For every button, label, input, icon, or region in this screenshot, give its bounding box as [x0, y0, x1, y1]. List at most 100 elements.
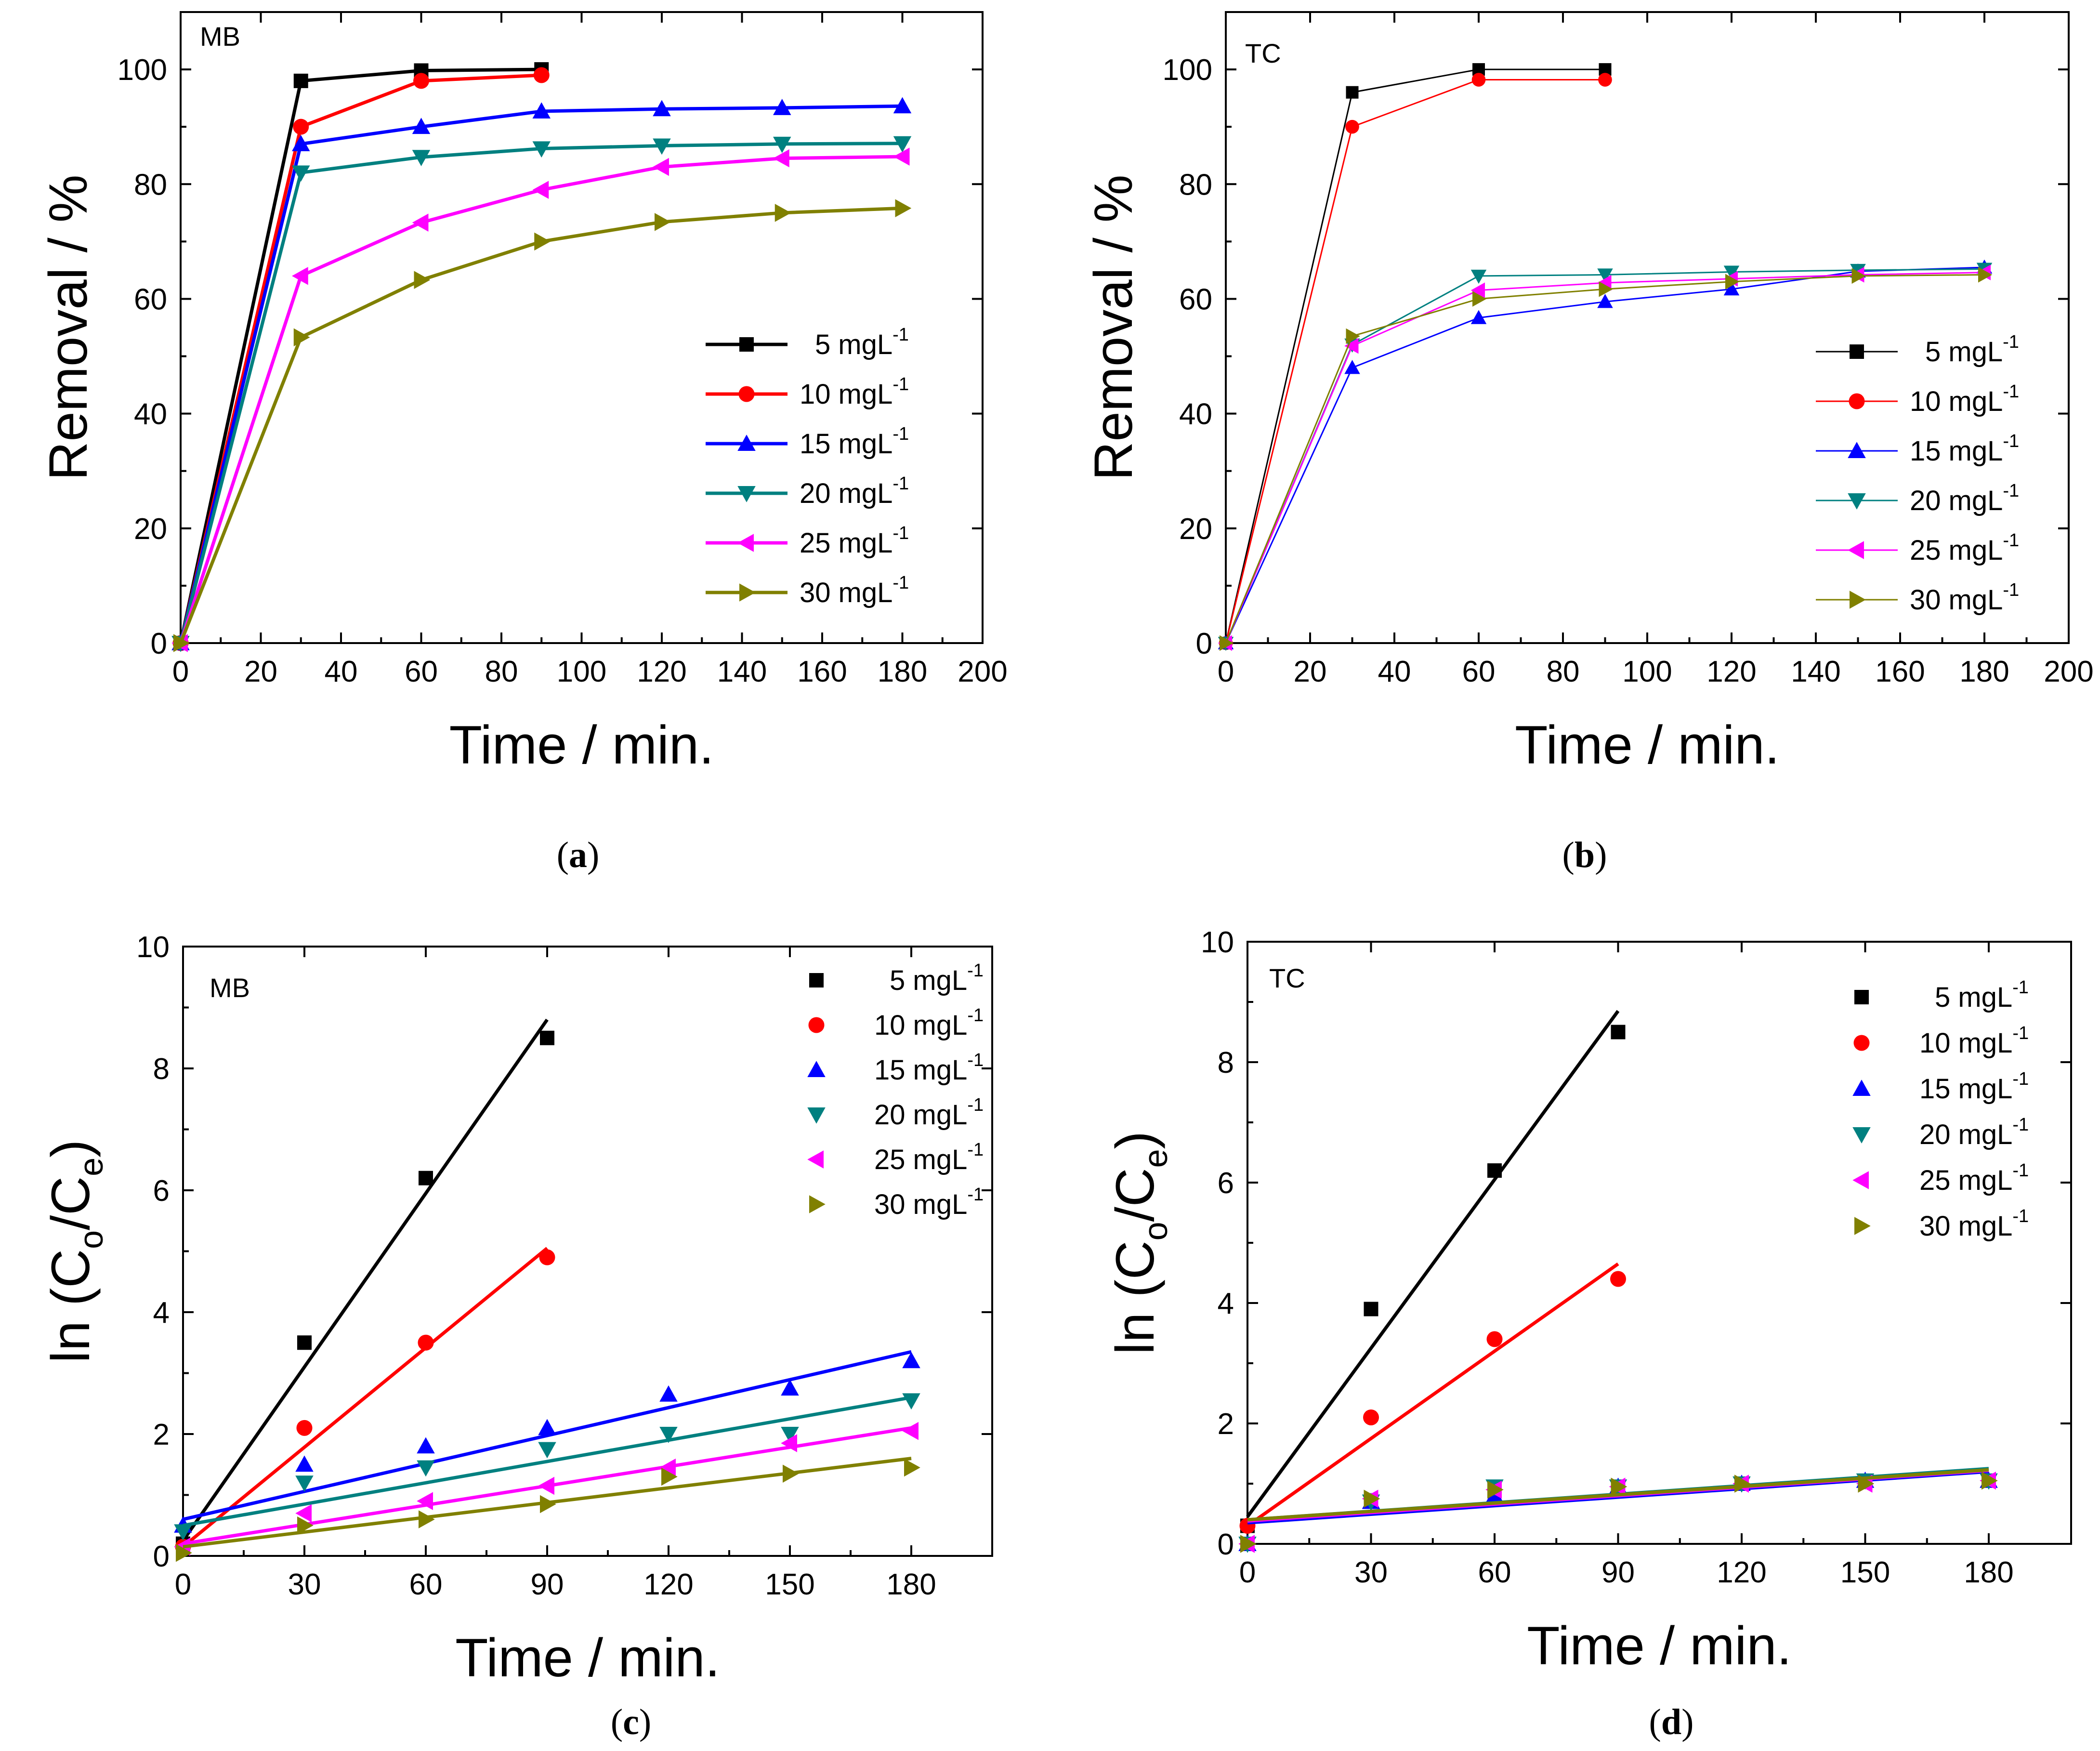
data-point: [1363, 1409, 1379, 1425]
data-point: [655, 213, 671, 231]
legend-marker: [1850, 344, 1864, 359]
series-15-mgL: [1218, 259, 1993, 649]
x-tick-label: 60: [409, 1568, 443, 1601]
legend-unit: mgL: [839, 527, 893, 559]
legend: 5 mgL-110 mgL-115 mgL-120 mgL-125 mgL-130 mgL-…: [706, 325, 909, 608]
plot-frame: [1225, 11, 2070, 644]
data-point: [539, 1249, 555, 1265]
panel-tag: MB: [210, 973, 250, 1003]
x-tick-label: 150: [765, 1568, 814, 1601]
x-tick-label: 200: [958, 655, 1007, 688]
legend-unit: mgL: [913, 1010, 968, 1041]
legend-unit: mgL: [1949, 386, 2003, 417]
series-30-mgL: [1220, 267, 1993, 651]
x-tick-label: 30: [288, 1568, 321, 1601]
data-point: [532, 102, 551, 119]
data-point: [902, 1352, 920, 1369]
series-10-mgL: [1219, 73, 1612, 650]
legend-exponent: -1: [967, 1140, 984, 1160]
panel-tag: TC: [1269, 963, 1305, 993]
series-25-mgL: [171, 147, 910, 652]
data-point: [904, 1458, 920, 1477]
legend-label: 5 mgL-1: [815, 325, 909, 360]
legend-item-10: 10 mgL-1: [706, 374, 909, 410]
data-point: [412, 150, 431, 167]
data-point: [1471, 73, 1486, 87]
legend-label: 25 mgL-1: [874, 1140, 984, 1175]
legend-value: 20: [874, 1099, 906, 1131]
x-axis-title: Time / min.: [1527, 1616, 1792, 1676]
legend-item-20: 20 mgL-1: [1816, 481, 2019, 516]
data-point: [1346, 86, 1359, 99]
y-tick-label: 0: [151, 627, 167, 660]
y-tick-label: 4: [153, 1296, 170, 1330]
legend-label: 30 mgL-1: [874, 1185, 984, 1220]
y-tick-label: 80: [1179, 168, 1212, 201]
y-axis-title-end: ): [1105, 1131, 1165, 1149]
legend-exponent: -1: [2003, 530, 2019, 551]
legend-marker: [737, 534, 754, 552]
data-point: [1611, 1477, 1628, 1496]
x-tick-label: 180: [1964, 1556, 2013, 1589]
data-point: [893, 136, 912, 153]
legend-item-30: 30 mgL-1: [809, 1185, 984, 1220]
y-axis-title-sub-e: e: [1137, 1149, 1174, 1168]
legend-marker: [737, 486, 756, 502]
legend-marker: [808, 1017, 825, 1033]
legend-value: 15: [874, 1054, 906, 1086]
legend-exponent: -1: [892, 573, 909, 593]
x-tick-label: 40: [325, 655, 358, 688]
data-point: [174, 1524, 192, 1541]
y-tick-label: 6: [153, 1174, 170, 1208]
x-tick-label: 90: [1601, 1556, 1635, 1589]
data-point: [532, 181, 549, 199]
data-point: [1220, 635, 1234, 651]
legend-exponent: -1: [2012, 1069, 2029, 1089]
y-tick-label: 40: [134, 398, 167, 431]
caption-letter: a: [569, 835, 587, 875]
data-point: [295, 1475, 314, 1492]
data-point: [1734, 1475, 1751, 1493]
y-tick-label: 0: [1218, 1528, 1234, 1561]
data-point: [295, 1504, 312, 1523]
legend-exponent: -1: [2012, 1023, 2029, 1043]
data-point: [902, 1393, 920, 1410]
legend-value: 30: [1910, 584, 1941, 616]
legend-unit: mgL: [1949, 535, 2003, 566]
panel-a: 0 20 40 60 80 100 120 140 160 180 200 0 20 40 60 80 100 T…: [38, 11, 1008, 875]
data-point: [653, 158, 669, 176]
legend-unit: mgL: [913, 1144, 968, 1175]
legend-label: 15 mgL-1: [1919, 1069, 2029, 1105]
x-tick-label: 0: [175, 1568, 191, 1601]
legend-unit: mgL: [1958, 1211, 2013, 1242]
legend-item-5: 5 mgL-1: [706, 325, 909, 360]
series-line: [1225, 268, 1985, 644]
data-point: [292, 165, 310, 182]
panel-tag: MB: [200, 21, 240, 52]
data-point: [292, 135, 310, 151]
series-line: [1225, 274, 1985, 644]
legend-exponent: -1: [967, 961, 984, 981]
y-tick-label: 2: [1218, 1408, 1234, 1441]
legend-unit: mgL: [913, 1054, 968, 1086]
legend-value: 30: [874, 1189, 906, 1220]
y-tick-label: 10: [136, 931, 170, 964]
data-point: [1486, 1331, 1503, 1347]
legend-unit: mgL: [1949, 435, 2003, 467]
data-point: [773, 136, 791, 153]
panel-caption: (d): [1649, 1702, 1694, 1742]
legend-value: 15: [800, 428, 831, 460]
data-point: [1599, 281, 1613, 297]
y-axis-title-end: ): [40, 1140, 101, 1158]
y-axis-title-main: ln (C: [40, 1249, 101, 1363]
legend-exponent: -1: [2003, 481, 2019, 501]
legend-item-5: 5 mgL-1: [1816, 332, 2019, 368]
legend-item-5: 5 mgL-1: [809, 961, 984, 996]
legend-item-15: 15 mgL-1: [1816, 431, 2019, 467]
y-tick-label: 60: [1179, 283, 1212, 316]
data-point: [659, 1385, 678, 1402]
legend-unit: mgL: [839, 428, 893, 460]
panel-caption: (a): [557, 835, 600, 875]
legend-marker: [1850, 591, 1866, 609]
x-axis-title: Time / min.: [1515, 715, 1780, 775]
